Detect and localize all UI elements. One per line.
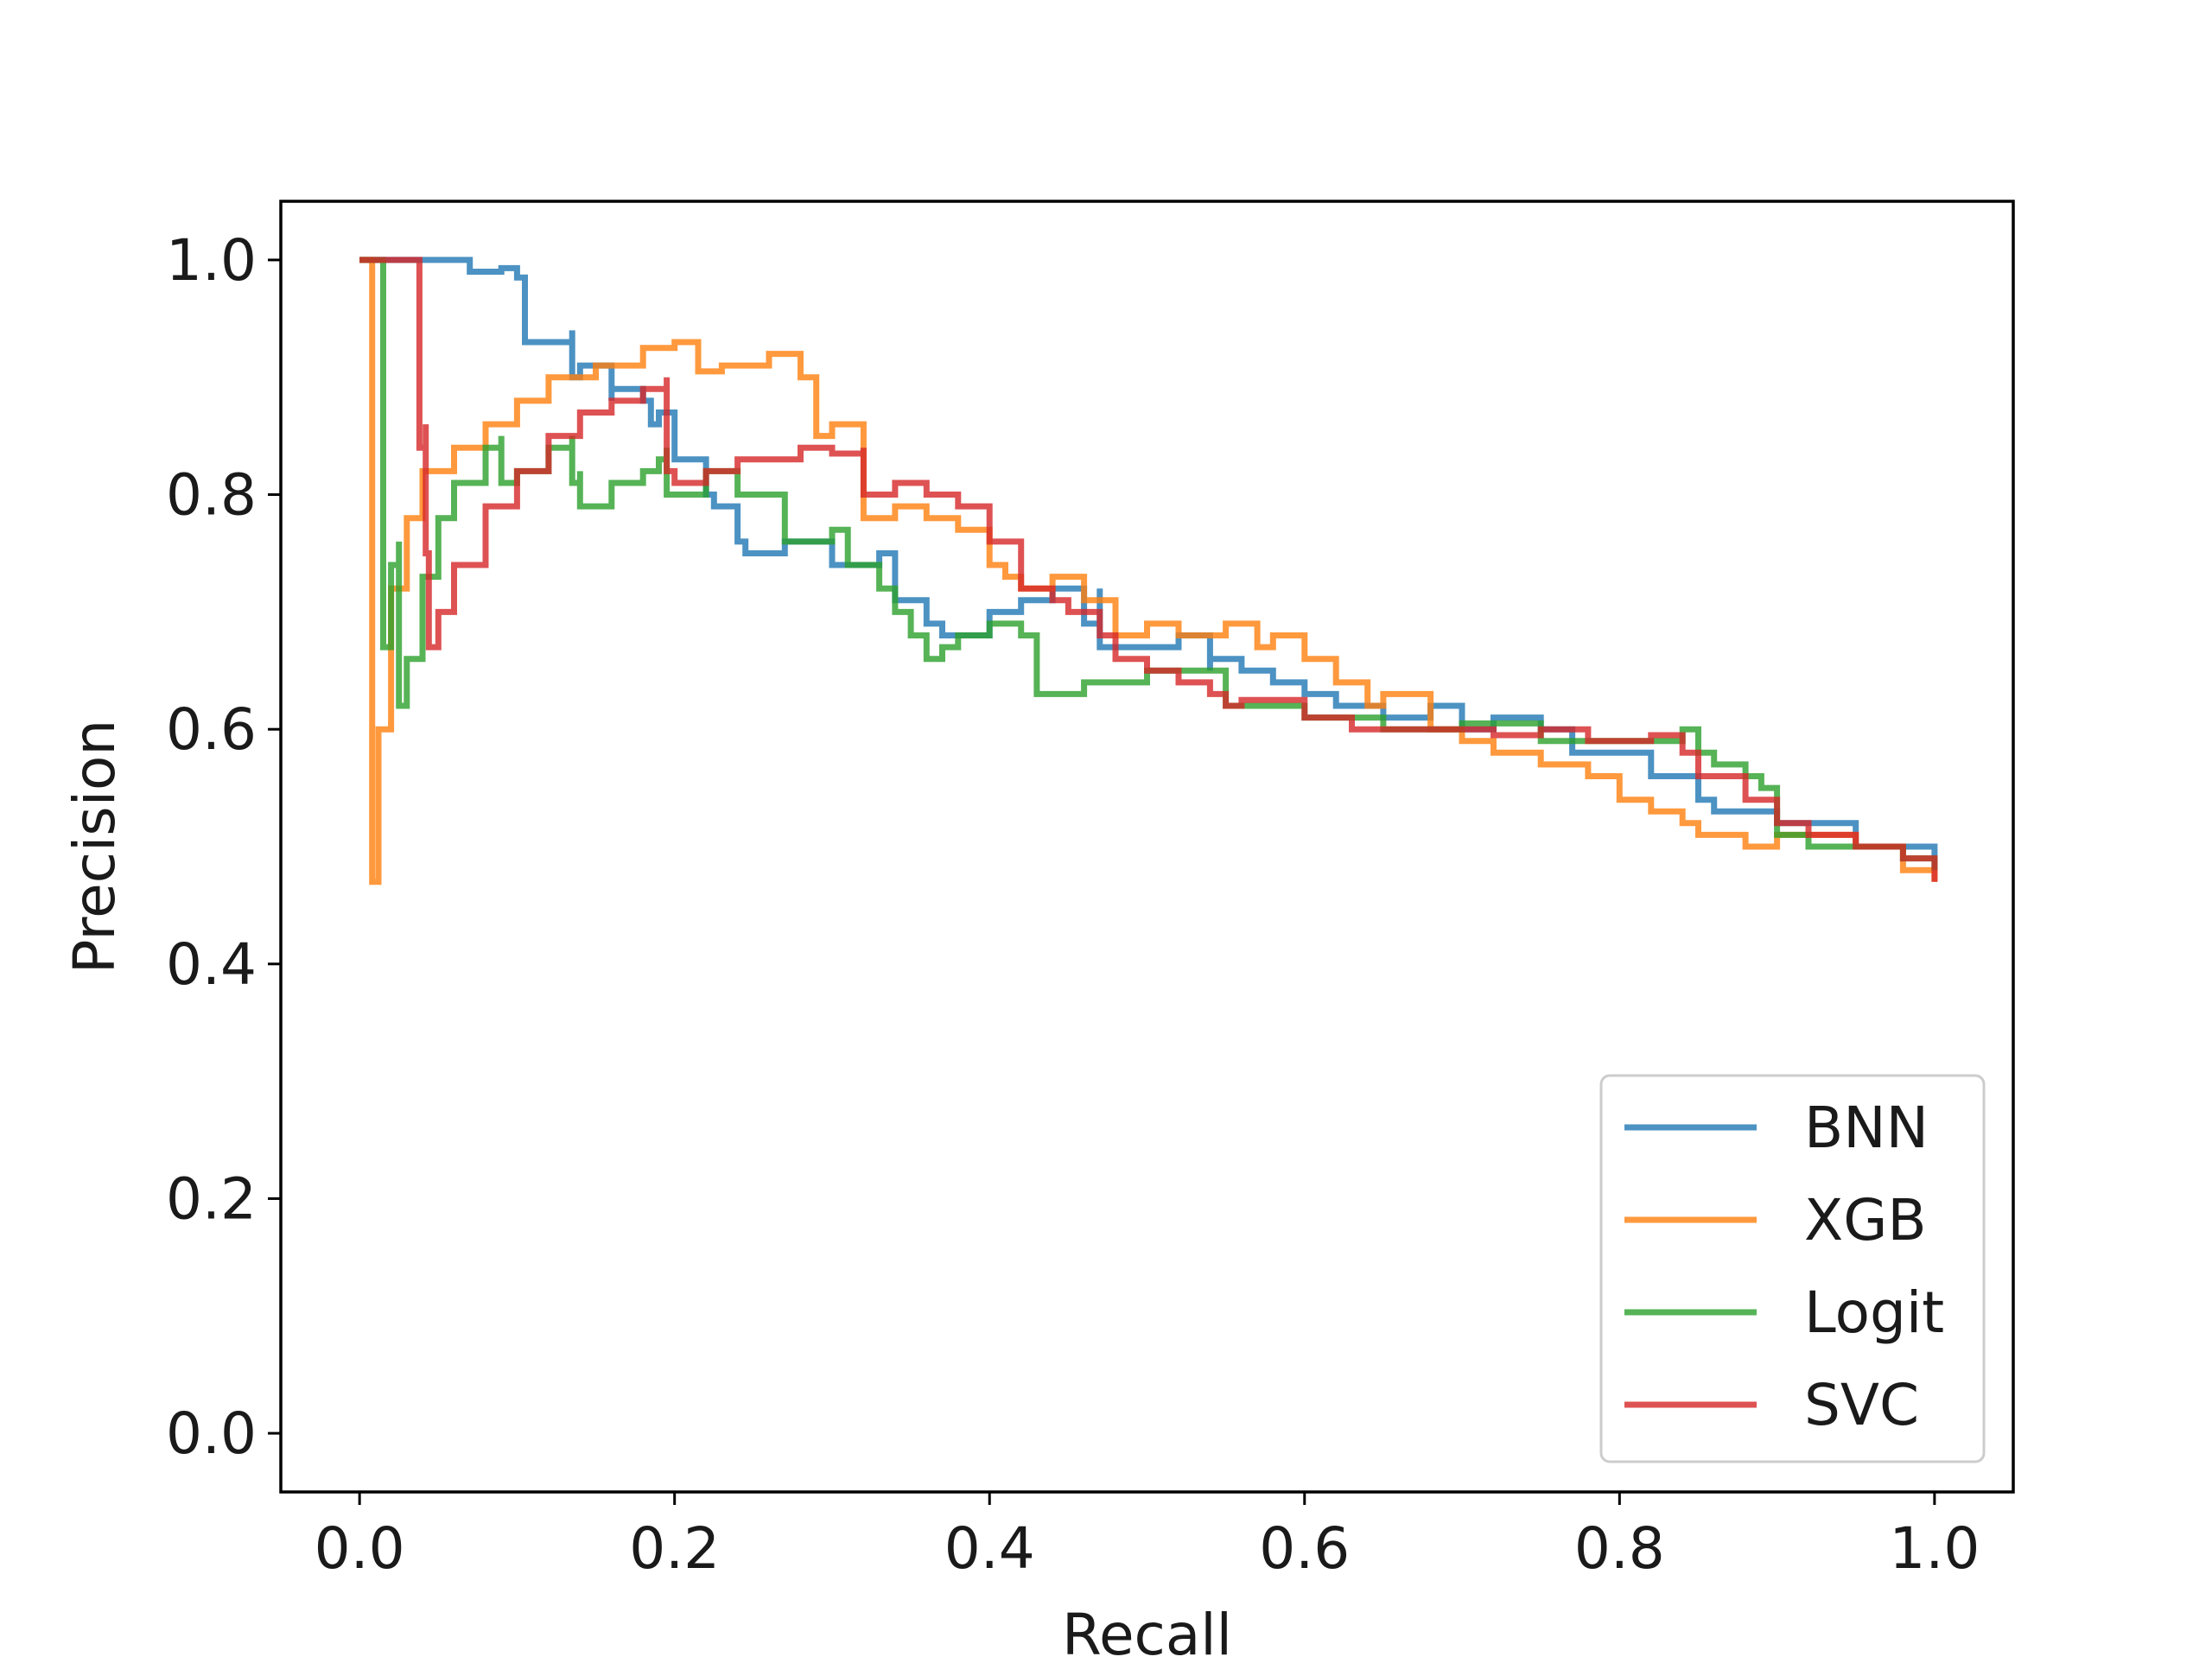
- x-axis-ticks: 0.0 0.2 0.4 0.6 0.8 1.0: [315, 1492, 1980, 1582]
- series-line-svc: [359, 257, 1938, 882]
- series-line-logit: [359, 257, 1938, 871]
- x-tick-label: 0.4: [944, 1515, 1035, 1582]
- y-axis-ticks: 0.0 0.2 0.4 0.6 0.8 1.0: [166, 227, 281, 1467]
- plot-lines: [359, 257, 1938, 885]
- y-tick-label: 0.0: [166, 1400, 257, 1467]
- x-tick-label: 0.8: [1574, 1515, 1665, 1582]
- x-axis-title: Recall: [1062, 1602, 1232, 1659]
- legend-label-svc: SVC: [1804, 1372, 1919, 1438]
- y-tick-label: 0.4: [166, 931, 257, 998]
- legend-box: [1599, 1074, 1986, 1463]
- y-tick-label: 0.2: [166, 1165, 257, 1232]
- x-tick-label: 1.0: [1889, 1515, 1980, 1582]
- legend-label-logit: Logit: [1804, 1279, 1944, 1346]
- x-tick-label: 0.2: [629, 1515, 720, 1582]
- legend-label-xgb: XGB: [1804, 1187, 1927, 1254]
- y-tick-label: 0.8: [166, 462, 257, 529]
- x-tick-label: 0.0: [315, 1515, 405, 1582]
- legend: BNN XGB Logit SVC: [1599, 1074, 1986, 1463]
- y-axis-title: Precision: [61, 720, 128, 974]
- x-tick-label: 0.6: [1259, 1515, 1350, 1582]
- legend-label-bnn: BNN: [1804, 1095, 1929, 1161]
- y-tick-label: 0.6: [166, 696, 257, 763]
- y-tick-label: 1.0: [166, 227, 257, 294]
- plot-frame: [279, 200, 2015, 1494]
